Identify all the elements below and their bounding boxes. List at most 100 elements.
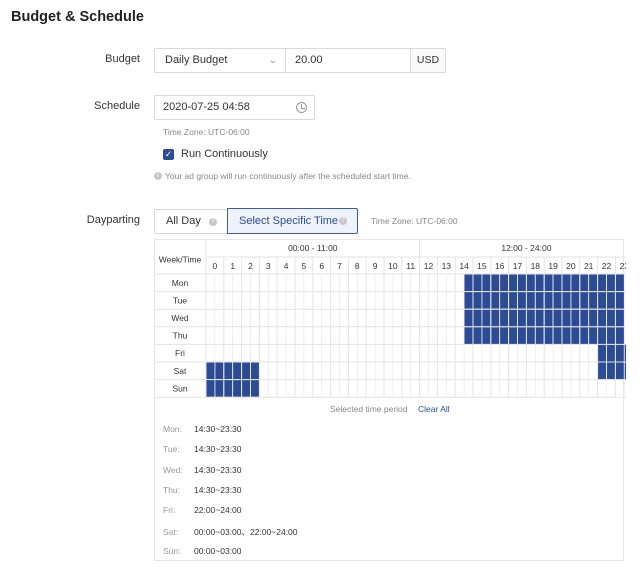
time-cell-selected[interactable]	[579, 308, 590, 328]
time-cell-selected[interactable]	[499, 308, 510, 328]
time-cell-selected[interactable]	[472, 273, 483, 293]
time-cell-selected[interactable]	[597, 291, 607, 310]
time-cell-selected[interactable]	[588, 308, 599, 328]
time-cell-selected[interactable]	[614, 326, 625, 345]
time-cell-selected[interactable]	[606, 291, 616, 310]
time-cell-selected[interactable]	[561, 273, 572, 293]
time-cell-selected[interactable]	[552, 308, 563, 328]
time-cell-selected[interactable]	[570, 273, 581, 293]
time-cell-selected[interactable]	[481, 291, 492, 310]
time-cell-selected[interactable]	[606, 273, 616, 293]
time-cell-selected[interactable]	[588, 273, 599, 293]
time-cell-selected[interactable]	[250, 379, 260, 398]
time-cell-selected[interactable]	[606, 326, 616, 345]
time-cell-selected[interactable]	[508, 291, 518, 310]
time-cell-selected[interactable]	[552, 273, 563, 293]
time-cell-selected[interactable]	[543, 308, 554, 328]
time-cell-selected[interactable]	[552, 291, 563, 310]
time-cell-selected[interactable]	[463, 291, 474, 310]
time-cell-selected[interactable]	[606, 344, 616, 363]
time-cell-selected[interactable]	[534, 273, 545, 293]
time-cell-selected[interactable]	[499, 326, 510, 345]
time-cell-selected[interactable]	[570, 308, 581, 328]
clear-all-link[interactable]: Clear All	[418, 404, 450, 414]
time-cell-selected[interactable]	[614, 361, 625, 381]
time-cell-selected[interactable]	[597, 326, 607, 345]
time-cell-selected[interactable]	[614, 308, 625, 328]
time-cell-selected[interactable]	[214, 379, 225, 398]
time-cell-selected[interactable]	[588, 291, 599, 310]
time-cell-selected[interactable]	[579, 273, 590, 293]
time-cell-selected[interactable]	[241, 379, 251, 398]
time-cell-selected[interactable]	[579, 291, 590, 310]
time-cell-selected[interactable]	[534, 326, 545, 345]
time-cell-selected[interactable]	[579, 326, 590, 345]
time-cell-selected[interactable]	[472, 291, 483, 310]
time-cell-selected[interactable]	[214, 361, 225, 381]
time-cell-selected[interactable]	[250, 361, 260, 381]
time-cell-selected[interactable]	[570, 291, 581, 310]
all-day-button[interactable]: All Day ?	[154, 209, 228, 234]
time-cell-selected[interactable]	[534, 291, 545, 310]
start-datetime-input[interactable]: 2020-07-25 04:58	[154, 95, 315, 120]
select-specific-time-button[interactable]: Select Specific Time ?	[227, 208, 358, 234]
time-cell-selected[interactable]	[223, 379, 234, 398]
time-cell-selected[interactable]	[499, 291, 510, 310]
time-cell-selected[interactable]	[525, 326, 536, 345]
time-cell-selected[interactable]	[490, 291, 501, 310]
time-cell-selected[interactable]	[597, 361, 607, 381]
time-cell-selected[interactable]	[561, 326, 572, 345]
time-cell-selected[interactable]	[517, 308, 527, 328]
time-cell-selected[interactable]	[481, 273, 492, 293]
time-cell-selected[interactable]	[463, 326, 474, 345]
run-continuously-checkbox[interactable]: ✓	[163, 149, 174, 160]
time-cell-selected[interactable]	[597, 273, 607, 293]
time-cell-selected[interactable]	[463, 273, 474, 293]
time-cell-selected[interactable]	[517, 326, 527, 345]
time-cell-selected[interactable]	[205, 361, 216, 381]
time-cell-selected[interactable]	[561, 291, 572, 310]
time-cell-selected[interactable]	[508, 308, 518, 328]
time-cell-selected[interactable]	[614, 344, 625, 363]
time-cell-selected[interactable]	[570, 326, 581, 345]
run-continuously-label[interactable]: Run Continuously	[181, 148, 268, 160]
time-cell-selected[interactable]	[552, 326, 563, 345]
time-cell-selected[interactable]	[241, 361, 251, 381]
time-cell-selected[interactable]	[534, 308, 545, 328]
time-cell-selected[interactable]	[508, 273, 518, 293]
time-cell-selected[interactable]	[597, 344, 607, 363]
time-cell-selected[interactable]	[481, 326, 492, 345]
time-cell-selected[interactable]	[525, 308, 536, 328]
time-cell-selected[interactable]	[614, 291, 625, 310]
time-cell-selected[interactable]	[490, 326, 501, 345]
time-cell-selected[interactable]	[606, 308, 616, 328]
time-cell-selected[interactable]	[232, 379, 242, 398]
clock-icon[interactable]	[296, 102, 307, 113]
time-cell-selected[interactable]	[525, 273, 536, 293]
time-cell-selected[interactable]	[490, 308, 501, 328]
budget-type-select[interactable]: Daily Budget ⌄	[154, 48, 286, 73]
time-cell-selected[interactable]	[543, 326, 554, 345]
time-cell-selected[interactable]	[232, 361, 242, 381]
time-cell-selected[interactable]	[561, 308, 572, 328]
time-cell-selected[interactable]	[543, 291, 554, 310]
time-cell-selected[interactable]	[606, 361, 616, 381]
time-cell-selected[interactable]	[517, 273, 527, 293]
time-cell-selected[interactable]	[223, 361, 234, 381]
time-cell-selected[interactable]	[490, 273, 501, 293]
time-cell-selected[interactable]	[543, 273, 554, 293]
time-cell-selected[interactable]	[463, 308, 474, 328]
time-cell-selected[interactable]	[525, 291, 536, 310]
time-cell-selected[interactable]	[614, 273, 625, 293]
time-cell-selected[interactable]	[499, 273, 510, 293]
time-cell-selected[interactable]	[205, 379, 216, 398]
budget-amount-input[interactable]: 20.00	[285, 48, 411, 73]
time-cell-selected[interactable]	[517, 291, 527, 310]
time-cell-selected[interactable]	[472, 308, 483, 328]
time-cell-selected[interactable]	[481, 308, 492, 328]
time-cell-selected[interactable]	[508, 326, 518, 345]
time-cell-selected[interactable]	[597, 308, 607, 328]
time-cell-selected[interactable]	[472, 326, 483, 345]
time-cell-selected[interactable]	[588, 326, 599, 345]
